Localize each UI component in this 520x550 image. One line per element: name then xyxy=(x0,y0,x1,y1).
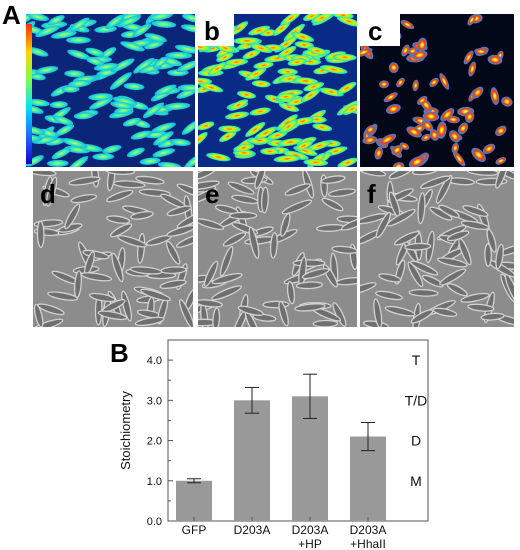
brightfield-panel-d xyxy=(33,171,193,327)
brightfield-panel-e xyxy=(198,171,357,327)
category-label: GFP xyxy=(182,523,207,537)
y-tick-label: 1.0 xyxy=(147,476,162,488)
panel-d-label: d xyxy=(40,179,56,209)
panel-b-upper-label: B xyxy=(110,338,129,368)
y-tick-label: 3.0 xyxy=(147,395,162,407)
category-label: D203A xyxy=(292,523,329,537)
category-label: D203A xyxy=(234,523,271,537)
state-label: T/D xyxy=(405,392,428,408)
panel-f-label: f xyxy=(367,179,376,209)
y-tick-label: 2.0 xyxy=(147,436,162,448)
state-label: D xyxy=(411,433,421,449)
state-label: M xyxy=(410,473,422,489)
bar xyxy=(234,400,270,521)
y-tick-label: 0.0 xyxy=(147,516,162,528)
brightfield-f-image xyxy=(360,171,514,327)
heatmap-a-image xyxy=(26,14,195,167)
brightfield-e-image xyxy=(198,171,357,327)
panel-e-label: e xyxy=(205,179,220,209)
category-label: +HP xyxy=(298,537,322,550)
brightfield-panel-f xyxy=(360,171,514,327)
panel-a-label: A xyxy=(2,0,21,30)
category-label: D203A xyxy=(350,523,387,537)
panel-b-label: b xyxy=(198,14,234,46)
heatmap-panel-a xyxy=(26,14,195,167)
y-axis-label: Stoichiometry xyxy=(118,391,133,470)
y-tick-label: 4.0 xyxy=(147,355,162,367)
category-label: +HhaII xyxy=(350,537,386,550)
state-label: T xyxy=(412,352,421,368)
brightfield-d-image xyxy=(33,171,193,327)
panel-c-label: c xyxy=(360,14,400,46)
bar xyxy=(176,480,212,521)
